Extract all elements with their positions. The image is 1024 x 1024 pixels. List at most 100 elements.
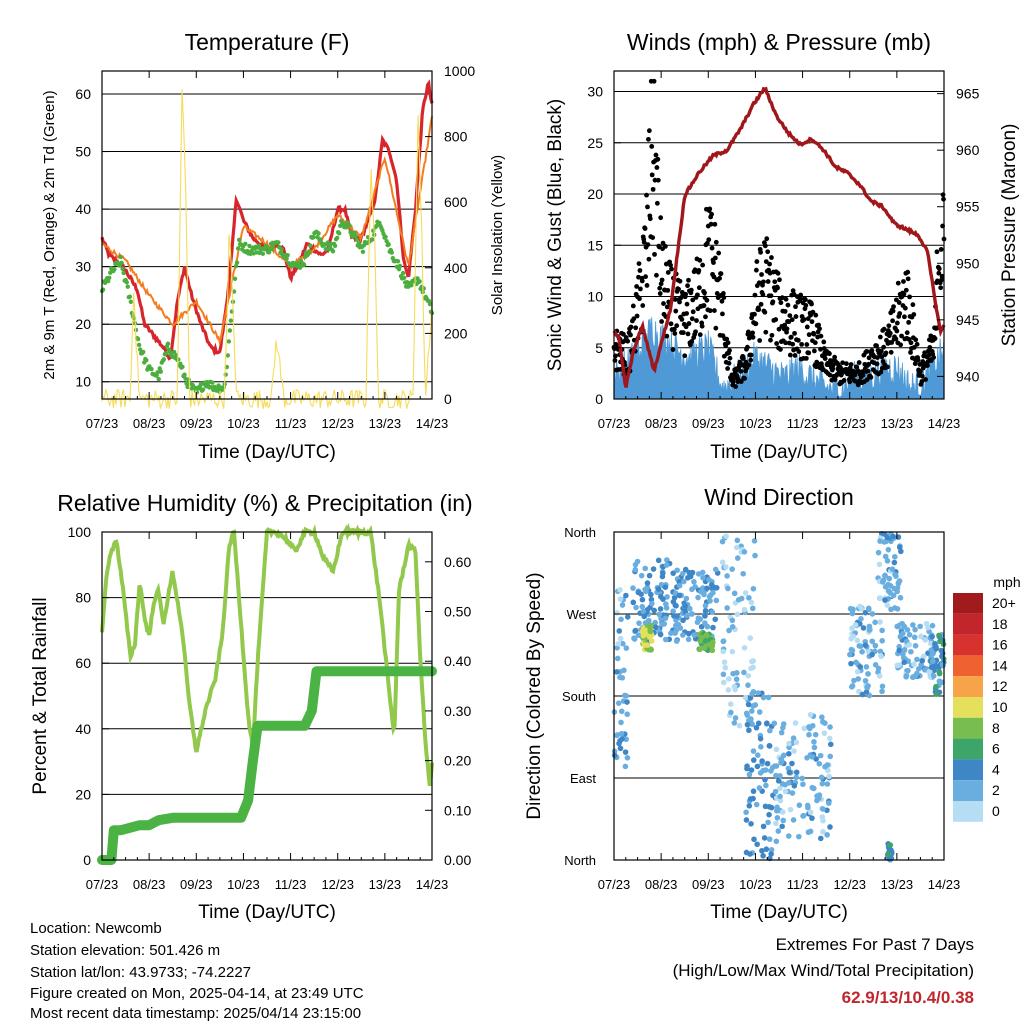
direction-point [742, 694, 749, 701]
direction-point [905, 667, 911, 674]
direction-point [724, 605, 730, 611]
series-gust-point [926, 352, 932, 358]
series-gust-point [787, 313, 793, 319]
legend-swatch [953, 780, 983, 801]
series-2m-td-point [223, 372, 228, 377]
direction-point [882, 572, 888, 579]
direction-point [865, 671, 871, 677]
series-gust-point [628, 332, 633, 338]
series-gust-point [670, 347, 676, 352]
series-gust-point [633, 325, 639, 331]
series-gust-point [888, 349, 894, 355]
series-gust-point [623, 335, 629, 340]
direction-point [854, 637, 861, 644]
series-2m-td-point [386, 242, 391, 247]
winds-ytick-label: 30 [587, 84, 603, 100]
series-gust-point [779, 295, 785, 301]
direction-point [791, 782, 798, 789]
series-2m-td-point [161, 357, 167, 362]
direction-point [820, 817, 826, 824]
direction-point [891, 559, 898, 566]
series-gust-point [665, 270, 671, 275]
series-gust-point [938, 246, 944, 252]
direction-point [748, 821, 754, 827]
direction-point [782, 788, 789, 795]
direction-point [827, 753, 834, 760]
direction-point [785, 780, 792, 786]
series-gust-point [645, 204, 650, 210]
direction-point [618, 719, 624, 726]
direction-point [760, 694, 767, 701]
series-gust-point [785, 302, 791, 308]
direction-point [906, 631, 913, 638]
direction-point [817, 835, 824, 842]
series-2m-td-point [421, 286, 426, 291]
direction-point [611, 752, 618, 759]
humidity-xtick-label: 11/23 [275, 877, 307, 892]
series-gust-point [702, 290, 707, 296]
series-gust-point [649, 172, 655, 178]
footer-elevation: Station elevation: 501.426 m [30, 942, 221, 959]
series-2m-td-point [295, 261, 301, 266]
series-2m-td-point [334, 235, 340, 241]
direction-point [800, 781, 806, 788]
humidity-ytick-label: 60 [75, 655, 91, 671]
direction-point [734, 555, 741, 561]
humidity-xlabel: Time (Day/UTC) [198, 902, 336, 923]
series-2m-td-point [284, 256, 289, 261]
direction-point [912, 626, 918, 633]
series-gust-point [927, 345, 933, 350]
series-gust-point [801, 317, 807, 322]
direction-point [750, 788, 757, 795]
winds-ytick-label: 5 [595, 340, 603, 356]
series-2m-td-point [279, 247, 284, 252]
series-2m-td-point [135, 336, 141, 342]
direction-point [807, 809, 814, 816]
direction-point [745, 672, 752, 679]
direction-point [818, 774, 825, 781]
direction-point [894, 623, 900, 630]
series-gust-point [875, 355, 880, 360]
series-2m-td-point [112, 267, 117, 272]
series-gust-point [636, 261, 642, 267]
footer-recent: Most recent data timestamp: 2025/04/14 2… [30, 1005, 362, 1022]
temperature-panel: Temperature (F) 07/23 08/23 09/23 10/23 11/2… [41, 29, 506, 463]
series-gust-point [896, 300, 902, 305]
direction-point [619, 736, 625, 742]
series-gust-point [827, 372, 833, 378]
direction-point [777, 797, 784, 804]
direction-point [903, 673, 909, 680]
direction-point [685, 636, 692, 643]
humidity-frame [101, 531, 433, 861]
direction-ytick-label: North [564, 853, 596, 868]
direction-series [611, 531, 947, 863]
series-gust-point [816, 322, 821, 328]
direction-point [624, 614, 631, 620]
series-2m-td-point [285, 252, 290, 258]
direction-point [680, 617, 686, 624]
series-gust-point [866, 361, 871, 367]
direction-point [698, 589, 704, 595]
direction-point [754, 841, 760, 848]
direction-axes: 07/23 08/23 09/23 10/23 11/23 12/23 13/23 14/23… [562, 525, 960, 892]
direction-point [894, 606, 901, 612]
series-gust-point [704, 297, 710, 303]
direction-point [780, 721, 787, 727]
direction-point [750, 664, 756, 671]
series-gust-point [651, 78, 657, 84]
series-gust-point [793, 314, 799, 319]
direction-point [888, 606, 894, 613]
series-gust-point [706, 237, 712, 243]
series-gust-point [697, 332, 703, 338]
series-2m-td-point [156, 376, 161, 382]
series-gust-point [913, 337, 919, 343]
direction-point [848, 660, 854, 667]
winds-title: Winds (mph) & Pressure (mb) [627, 29, 931, 55]
direction-point [710, 639, 716, 646]
direction-point [930, 673, 937, 679]
winds-xtick-label: 07/23 [598, 416, 631, 431]
direction-point [786, 750, 792, 757]
direction-xtick-label: 14/23 [928, 877, 961, 892]
direction-point [618, 708, 625, 715]
series-gust-point [647, 216, 653, 222]
